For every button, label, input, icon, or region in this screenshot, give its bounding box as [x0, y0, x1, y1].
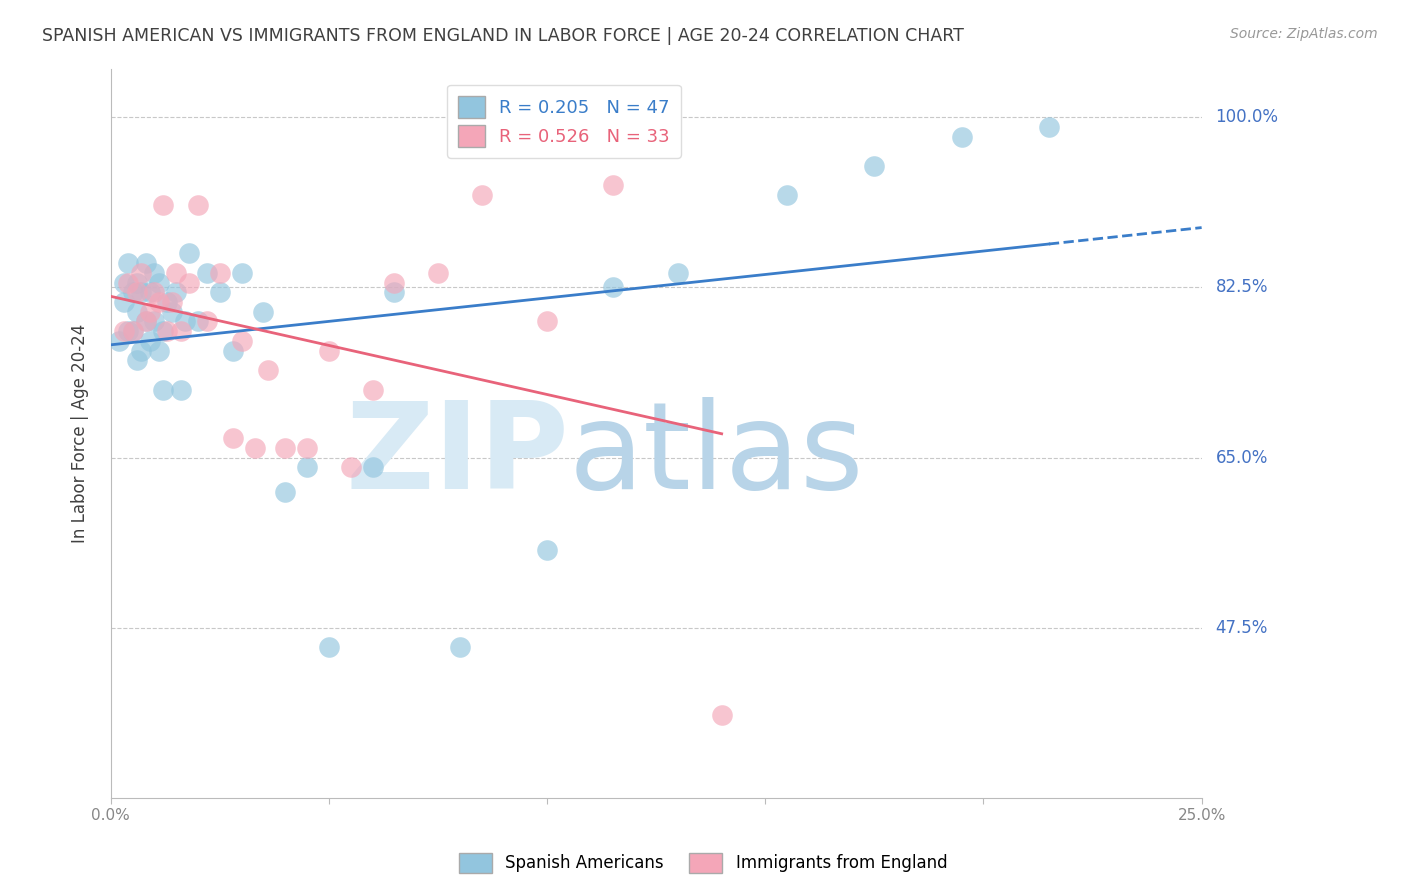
Point: [318, 640, 340, 655]
Point: [117, 256, 139, 270]
Point: [156, 295, 179, 310]
Text: Source: ZipAtlas.com: Source: ZipAtlas.com: [1230, 27, 1378, 41]
Point: [257, 363, 280, 377]
Point: [135, 256, 157, 270]
Point: [125, 304, 148, 318]
Point: [231, 266, 253, 280]
Point: [602, 280, 624, 294]
Point: [208, 285, 231, 300]
Point: [602, 178, 624, 193]
Point: [222, 343, 245, 358]
Point: [152, 324, 174, 338]
Point: [121, 324, 143, 338]
Point: [449, 640, 471, 655]
Point: [318, 343, 340, 358]
Text: 47.5%: 47.5%: [1216, 619, 1268, 637]
Point: [274, 484, 297, 499]
Point: [950, 129, 973, 144]
Point: [195, 314, 218, 328]
Point: [125, 353, 148, 368]
Point: [160, 304, 183, 318]
Point: [121, 324, 143, 338]
Point: [117, 324, 139, 338]
Point: [187, 197, 209, 211]
Point: [148, 343, 170, 358]
Point: [139, 304, 162, 318]
Point: [863, 159, 886, 173]
Point: [208, 266, 231, 280]
Point: [710, 708, 733, 723]
Point: [121, 285, 143, 300]
Point: [131, 343, 153, 358]
Point: [1038, 120, 1060, 134]
Point: [112, 324, 135, 338]
Point: [156, 324, 179, 338]
Point: [384, 285, 406, 300]
Point: [243, 441, 266, 455]
Legend: R = 0.205   N = 47, R = 0.526   N = 33: R = 0.205 N = 47, R = 0.526 N = 33: [447, 85, 681, 158]
Point: [169, 383, 191, 397]
Point: [295, 460, 318, 475]
Point: [174, 314, 197, 328]
Point: [427, 266, 450, 280]
Point: [152, 383, 174, 397]
Point: [112, 295, 135, 310]
Point: [231, 334, 253, 348]
Point: [179, 246, 201, 260]
Point: [361, 460, 384, 475]
Point: [143, 285, 166, 300]
Point: [361, 383, 384, 397]
Point: [179, 276, 201, 290]
Point: [295, 441, 318, 455]
Point: [339, 460, 361, 475]
Point: [165, 285, 187, 300]
Point: [252, 304, 274, 318]
Y-axis label: In Labor Force | Age 20-24: In Labor Force | Age 20-24: [72, 324, 89, 543]
Text: SPANISH AMERICAN VS IMMIGRANTS FROM ENGLAND IN LABOR FORCE | AGE 20-24 CORRELATI: SPANISH AMERICAN VS IMMIGRANTS FROM ENGL…: [42, 27, 965, 45]
Point: [135, 314, 157, 328]
Point: [165, 266, 187, 280]
Point: [160, 295, 183, 310]
Point: [125, 276, 148, 290]
Text: ZIP: ZIP: [346, 397, 569, 514]
Point: [117, 276, 139, 290]
Point: [169, 324, 191, 338]
Point: [112, 276, 135, 290]
Text: 100.0%: 100.0%: [1216, 108, 1278, 126]
Text: atlas: atlas: [569, 397, 865, 514]
Point: [143, 266, 166, 280]
Point: [135, 314, 157, 328]
Point: [152, 197, 174, 211]
Point: [125, 285, 148, 300]
Point: [148, 276, 170, 290]
Point: [274, 441, 297, 455]
Point: [384, 276, 406, 290]
Point: [131, 285, 153, 300]
Point: [776, 188, 799, 202]
Point: [536, 543, 558, 558]
Point: [187, 314, 209, 328]
Point: [108, 334, 131, 348]
Point: [139, 285, 162, 300]
Point: [222, 431, 245, 445]
Point: [139, 334, 162, 348]
Point: [666, 266, 689, 280]
Text: 65.0%: 65.0%: [1216, 449, 1268, 467]
Point: [195, 266, 218, 280]
Point: [148, 295, 170, 310]
Text: 82.5%: 82.5%: [1216, 278, 1268, 296]
Point: [131, 266, 153, 280]
Point: [536, 314, 558, 328]
Legend: Spanish Americans, Immigrants from England: Spanish Americans, Immigrants from Engla…: [453, 847, 953, 880]
Point: [471, 188, 494, 202]
Point: [143, 314, 166, 328]
